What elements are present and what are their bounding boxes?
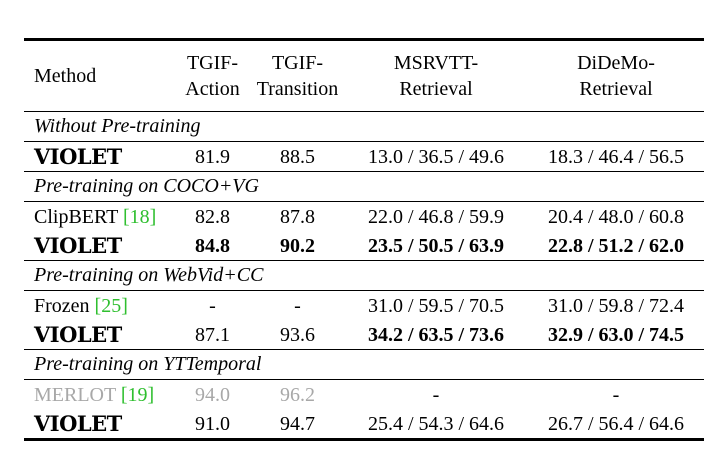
tgif-transition-cell: 87.8	[280, 205, 315, 228]
tgif-action-cell: 91.0	[195, 412, 230, 435]
table-row: VIOLET 81.9 88.5 13.0 / 36.5 / 49.6 18.3…	[24, 142, 704, 171]
method-cell: VIOLET	[34, 321, 122, 347]
tgif-action-cell: 81.9	[195, 145, 230, 168]
section-title: Without Pre-training	[34, 115, 201, 137]
msrvtt-cell: 22.0 / 46.8 / 59.9	[367, 205, 505, 228]
bottom-rule	[24, 438, 704, 441]
table-row: VIOLET 84.8 90.2 23.5 / 50.5 / 63.9 22.8…	[24, 231, 704, 260]
tgif-action-cell: 87.1	[195, 323, 230, 346]
table-row: VIOLET 91.0 94.7 25.4 / 54.3 / 64.6 26.7…	[24, 409, 704, 438]
tgif-transition-cell: 90.2	[280, 234, 315, 257]
msrvtt-cell: 25.4 / 54.3 / 64.6	[367, 412, 505, 435]
section-rule	[24, 349, 704, 350]
didemo-cell: 26.7 / 56.4 / 64.6	[547, 412, 685, 435]
results-table: Method TGIF- Action TGIF- Transition MSRVT…	[24, 38, 704, 441]
tgif-action-cell: 82.8	[195, 205, 230, 228]
method-cell: VIOLET	[34, 410, 122, 436]
table-row: VIOLET 87.1 93.6 34.2 / 63.5 / 73.6 32.9…	[24, 320, 704, 349]
tgif-action-cell: -	[209, 294, 216, 317]
tgif-action-cell: 84.8	[195, 234, 230, 257]
table-row: Frozen [25] - - 31.0 / 59.5 / 70.5 31.0 …	[24, 291, 704, 320]
tgif-transition-cell: 96.2	[280, 383, 315, 406]
method-cell: MERLOT [19]	[24, 385, 174, 405]
didemo-cell: 31.0 / 59.8 / 72.4	[547, 294, 685, 317]
didemo-cell: 22.8 / 51.2 / 62.0	[547, 234, 685, 257]
header-tgif-transition: TGIF- Transition	[256, 52, 339, 100]
tgif-transition-cell: 93.6	[280, 323, 315, 346]
header-msrvtt-retrieval: MSRVTT- Retrieval	[393, 52, 479, 100]
method-name: ClipBERT	[34, 205, 119, 228]
tgif-transition-cell: 88.5	[280, 145, 315, 168]
section-title: Pre-training on YTTemporal	[34, 353, 262, 375]
method-cell: VIOLET	[34, 143, 122, 169]
method-cell: Frozen [25]	[24, 296, 174, 316]
citation-link[interactable]: [19]	[120, 383, 155, 406]
method-cell: ClipBERT [18]	[24, 207, 174, 227]
section-title: Pre-training on WebVid+CC	[34, 264, 264, 286]
msrvtt-cell: 13.0 / 36.5 / 49.6	[367, 145, 505, 168]
header-rule	[24, 111, 704, 112]
tgif-transition-cell: 94.7	[280, 412, 315, 435]
didemo-cell: 18.3 / 46.4 / 56.5	[547, 145, 685, 168]
header-tgif-action: TGIF- Action	[185, 52, 240, 100]
msrvtt-cell: 34.2 / 63.5 / 73.6	[367, 323, 505, 346]
section-rule	[24, 201, 704, 202]
section-rule	[24, 171, 704, 172]
table-header: Method TGIF- Action TGIF- Transition MSRVT…	[24, 41, 704, 111]
msrvtt-cell: -	[432, 383, 440, 406]
header-method: Method	[34, 65, 97, 87]
section-rule	[24, 290, 704, 291]
msrvtt-cell: 23.5 / 50.5 / 63.9	[367, 234, 505, 257]
didemo-cell: -	[612, 383, 620, 406]
tgif-action-cell: 94.0	[195, 383, 230, 406]
section-rule	[24, 260, 704, 261]
citation-link[interactable]: [25]	[94, 294, 128, 317]
method-name: MERLOT	[34, 383, 116, 406]
method-cell: VIOLET	[34, 232, 122, 258]
table-row: MERLOT [19] 94.0 96.2 - -	[24, 380, 704, 409]
msrvtt-cell: 31.0 / 59.5 / 70.5	[367, 294, 505, 317]
didemo-cell: 32.9 / 63.0 / 74.5	[547, 323, 685, 346]
header-didemo-retrieval: DiDeMo- Retrieval	[577, 52, 655, 100]
tgif-transition-cell: -	[294, 294, 301, 317]
citation-link[interactable]: [18]	[123, 205, 157, 228]
method-name: Frozen	[34, 294, 90, 317]
top-rule	[24, 38, 704, 41]
section-rule	[24, 141, 704, 142]
didemo-cell: 20.4 / 48.0 / 60.8	[547, 205, 685, 228]
section-title: Pre-training on COCO+VG	[34, 175, 259, 197]
table-row: ClipBERT [18] 82.8 87.8 22.0 / 46.8 / 59…	[24, 202, 704, 231]
section-rule	[24, 379, 704, 380]
